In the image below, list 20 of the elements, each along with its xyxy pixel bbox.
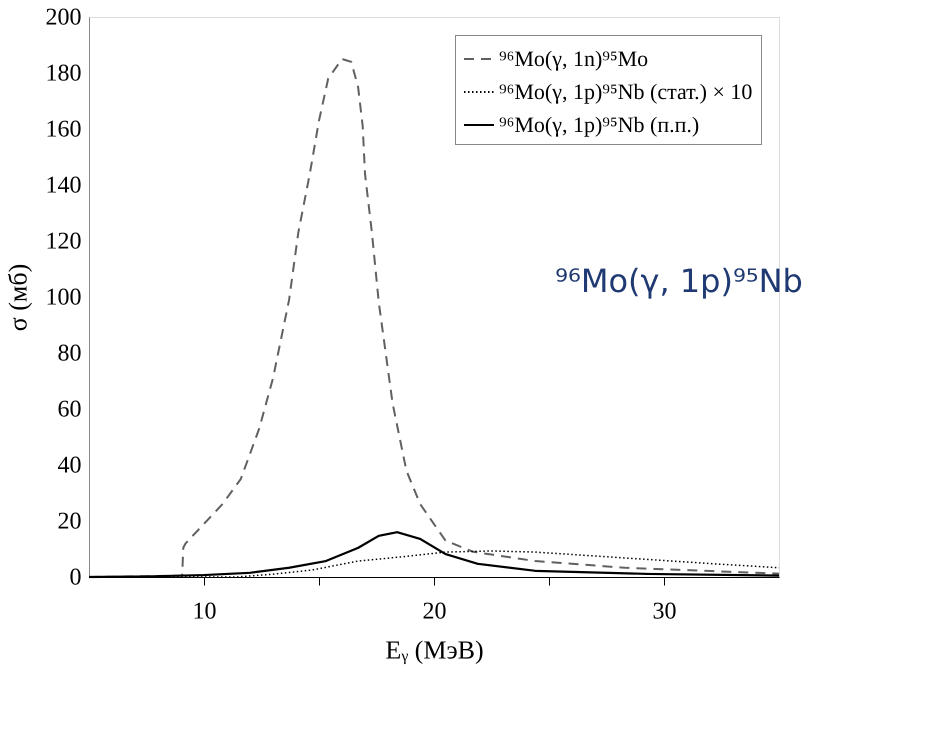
y-tick-label: 40 (58, 452, 82, 478)
y-tick-label: 200 (46, 4, 82, 30)
legend-label: ⁹⁶Mo(γ, 1p)⁹⁵Nb (п.п.) (499, 112, 700, 137)
y-tick-label: 120 (46, 228, 82, 254)
x-tick-label: 20 (422, 598, 446, 624)
y-tick-label: 20 (58, 508, 82, 534)
y-tick-label: 160 (46, 116, 82, 142)
y-tick-label: 140 (46, 172, 82, 198)
annotation: ⁹⁶Mo(γ, 1p)⁹⁵Nb (555, 262, 803, 300)
y-tick-label: 180 (46, 60, 82, 86)
legend-label: ⁹⁶Mo(γ, 1n)⁹⁵Mo (499, 46, 648, 71)
x-tick-label: 10 (192, 598, 216, 624)
x-tick-label: 30 (652, 598, 676, 624)
y-tick-label: 100 (46, 284, 82, 310)
y-axis-title: σ (мб) (4, 264, 32, 332)
x-axis-title: Eᵧ (МэВ) (385, 636, 484, 664)
legend-label: ⁹⁶Mo(γ, 1p)⁹⁵Nb (стат.) × 10 (499, 79, 752, 104)
y-tick-label: 0 (70, 564, 82, 590)
y-tick-label: 60 (58, 396, 82, 422)
y-tick-label: 80 (58, 340, 82, 366)
